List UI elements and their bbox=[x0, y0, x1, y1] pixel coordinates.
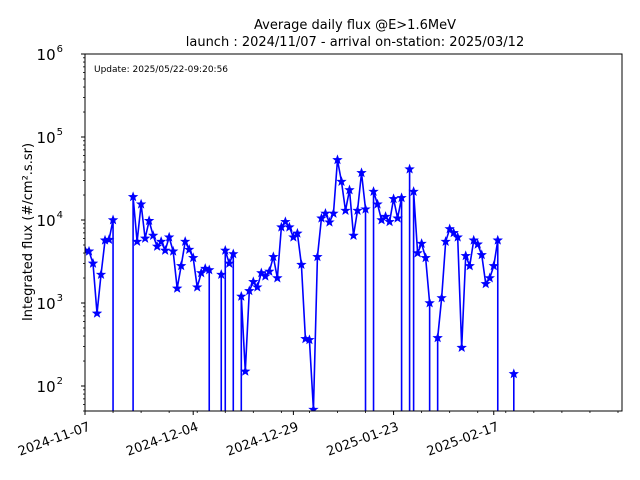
data-point bbox=[348, 230, 359, 240]
data-point bbox=[324, 216, 335, 227]
data-point bbox=[175, 260, 187, 271]
data-point bbox=[264, 265, 275, 276]
data-point bbox=[196, 267, 207, 278]
data-point bbox=[248, 276, 259, 287]
data-point bbox=[480, 278, 491, 289]
data-point bbox=[404, 163, 415, 174]
data-point bbox=[159, 244, 171, 255]
data-point bbox=[412, 247, 423, 258]
data-point bbox=[316, 212, 327, 223]
data-point bbox=[444, 223, 455, 234]
data-point bbox=[204, 264, 215, 275]
data-point bbox=[268, 251, 279, 262]
data-point bbox=[436, 292, 447, 303]
data-point bbox=[179, 236, 191, 246]
data-point bbox=[151, 241, 163, 251]
y-tick-exponent: 5 bbox=[57, 127, 63, 138]
data-point bbox=[340, 205, 351, 215]
data-point bbox=[492, 234, 503, 245]
data-point bbox=[103, 234, 115, 245]
data-point bbox=[228, 248, 239, 259]
chart-subtitle: launch : 2024/11/07 - arrival on-station… bbox=[186, 35, 524, 50]
data-point bbox=[87, 257, 99, 268]
data-point bbox=[344, 184, 355, 195]
data-point bbox=[272, 272, 283, 283]
data-point bbox=[143, 215, 155, 226]
data-point bbox=[240, 365, 251, 376]
data-point bbox=[456, 342, 467, 353]
data-point bbox=[392, 212, 403, 223]
data-point bbox=[424, 297, 435, 308]
chart-title: Average daily flux @E>1.6MeV bbox=[254, 18, 456, 33]
data-point bbox=[440, 236, 451, 246]
data-point bbox=[280, 216, 291, 227]
y-tick-exponent: 3 bbox=[57, 293, 63, 304]
data-point bbox=[508, 368, 519, 379]
data-point bbox=[220, 244, 231, 255]
data-point bbox=[188, 252, 199, 263]
data-point bbox=[380, 211, 391, 221]
data-point bbox=[216, 269, 227, 280]
data-point bbox=[484, 272, 495, 283]
data-point bbox=[167, 245, 179, 256]
data-point bbox=[360, 203, 371, 214]
data-point bbox=[252, 281, 263, 292]
data-point bbox=[163, 231, 175, 242]
data-point bbox=[308, 404, 319, 411]
data-point bbox=[336, 176, 347, 187]
data-point bbox=[448, 227, 459, 238]
data-point bbox=[244, 285, 255, 296]
data-point bbox=[384, 216, 395, 227]
data-point bbox=[352, 205, 363, 215]
data-point bbox=[284, 221, 295, 232]
data-point bbox=[155, 236, 167, 246]
data-point bbox=[95, 269, 107, 280]
data-point bbox=[312, 251, 323, 262]
data-point bbox=[192, 281, 203, 292]
data-point bbox=[476, 249, 487, 260]
data-point bbox=[171, 282, 183, 293]
update-annotation: Update: 2025/05/22-09:20:56 bbox=[94, 65, 228, 75]
data-point bbox=[420, 252, 431, 263]
data-point bbox=[131, 236, 143, 246]
data-point bbox=[356, 167, 367, 178]
data-point bbox=[328, 207, 339, 218]
data-point bbox=[472, 238, 483, 249]
series-group bbox=[85, 154, 519, 411]
data-point bbox=[260, 270, 271, 281]
data-point bbox=[460, 250, 471, 261]
data-point bbox=[85, 245, 95, 256]
data-point bbox=[135, 198, 147, 209]
data-point bbox=[488, 260, 499, 271]
y-tick-exponent: 2 bbox=[57, 376, 63, 387]
data-point bbox=[372, 198, 383, 209]
y-tick-exponent: 4 bbox=[57, 210, 63, 221]
data-point bbox=[224, 257, 235, 268]
data-point bbox=[127, 191, 139, 202]
data-point bbox=[416, 238, 427, 248]
y-axis-label: Integrated flux (#/cm².s.sr) bbox=[21, 143, 36, 321]
data-point bbox=[408, 186, 419, 197]
data-point bbox=[139, 232, 151, 243]
data-point bbox=[396, 192, 407, 203]
data-point bbox=[184, 244, 195, 255]
data-point bbox=[296, 259, 307, 270]
data-point bbox=[107, 214, 119, 225]
data-point bbox=[292, 227, 303, 238]
y-tick-exponent: 6 bbox=[57, 44, 63, 55]
data-point bbox=[368, 186, 379, 197]
data-point bbox=[91, 307, 103, 318]
data-point bbox=[388, 193, 399, 204]
data-point bbox=[468, 234, 479, 245]
data-point bbox=[464, 260, 475, 271]
data-point bbox=[332, 154, 343, 165]
data-point bbox=[432, 332, 443, 343]
data-point bbox=[452, 231, 463, 242]
data-point bbox=[236, 290, 247, 301]
data-point bbox=[147, 230, 159, 240]
data-point bbox=[304, 334, 315, 345]
